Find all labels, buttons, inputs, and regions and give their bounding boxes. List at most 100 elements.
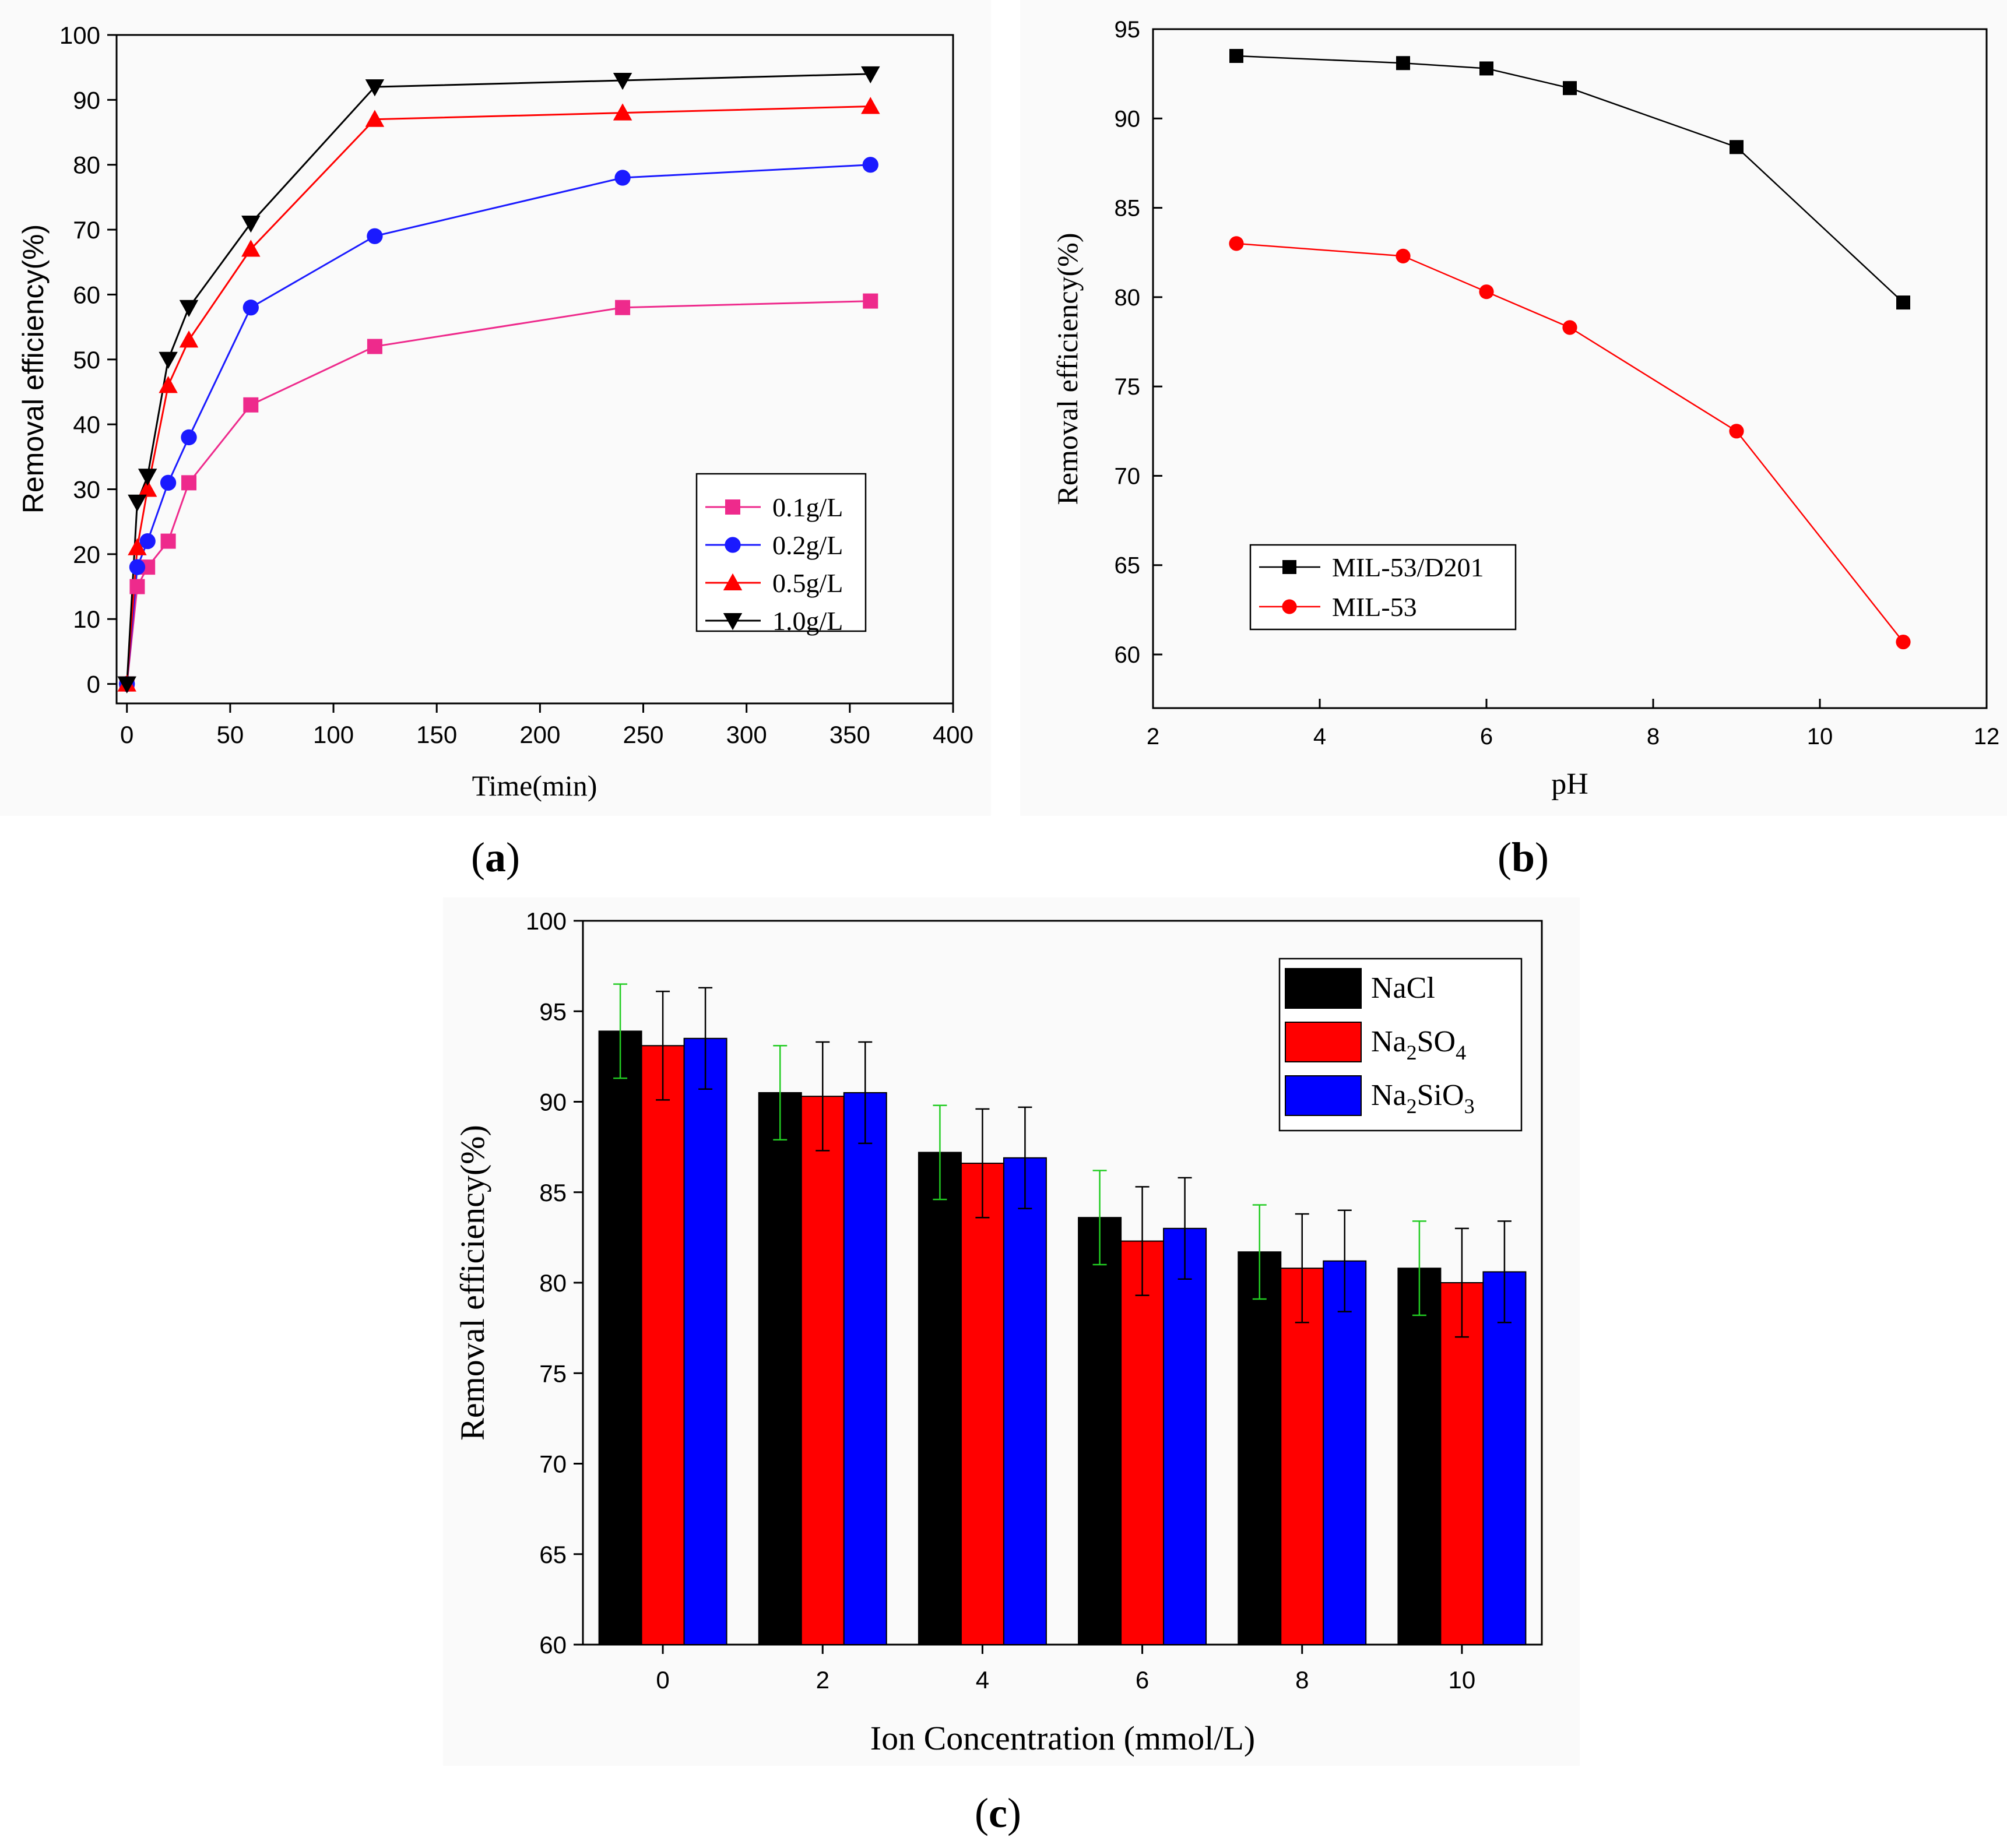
chart-a-ylabel: Removal efficiency(%) — [17, 224, 50, 513]
chart-c-bar-Na2SO4 — [1280, 1268, 1324, 1645]
chart-c-bar-NaCl — [598, 1030, 642, 1645]
chart-b-xlabel: pH — [1551, 768, 1588, 801]
chart-a-legend-marker — [723, 573, 743, 590]
chart-b-ytick-label: 75 — [1115, 374, 1141, 400]
chart-b-ytick-label: 80 — [1115, 285, 1141, 311]
chart-a-point-1.0g/L — [179, 300, 199, 317]
chart-b-point-MIL-53/D201 — [1479, 61, 1493, 76]
chart-a-point-0.5g/L — [159, 376, 178, 393]
chart-b-legend-label: MIL-53/D201 — [1332, 552, 1484, 582]
chart-a-point-0.1g/L — [863, 293, 878, 309]
chart-a-point-0.2g/L — [129, 559, 146, 575]
chart-b-xtick-label: 12 — [1974, 724, 2000, 749]
chart-a-xtick-label: 0 — [120, 721, 133, 748]
chart-c-legend-label: NaCl — [1371, 971, 1435, 1005]
chart-c-bar-NaCl — [918, 1152, 962, 1645]
chart-b-ticks: 2 4 6 8 10 12 60 65 70 75 80 85 90 95 — [1115, 17, 2000, 749]
chart-a-point-0.5g/L — [861, 97, 880, 114]
chart-c-legend-swatch — [1285, 968, 1362, 1009]
chart-a-ytick-label: 30 — [73, 476, 100, 504]
chart-a-ytick-label: 0 — [87, 671, 100, 698]
chart-a-xtick-label: 200 — [519, 721, 560, 748]
chart-c-xtick-label: 0 — [656, 1666, 669, 1694]
chart-c-ytick-label: 85 — [539, 1179, 567, 1206]
chart-c-bar-Na2SO4 — [641, 1045, 685, 1645]
chart-a-ytick-label: 90 — [73, 86, 100, 114]
chart-a-ticks: 0 50 100 150 200 250 300 350 400 0 10 20 30 40 50 60 70 8… — [59, 22, 973, 748]
chart-c-bar-Na2SiO3 — [1323, 1260, 1367, 1645]
chart-c-xtick-label: 6 — [1136, 1666, 1149, 1694]
chart-b-legend-marker — [1282, 560, 1296, 574]
chart-b-point-MIL-53/D201 — [1896, 295, 1910, 310]
chart-c-legend-label: Na2SO4 — [1371, 1025, 1466, 1064]
chart-b-point-MIL-53/D201 — [1229, 48, 1243, 63]
chart-c-ytick-label: 90 — [539, 1089, 567, 1116]
chart-c-bar-Na2SiO3 — [683, 1037, 727, 1645]
chart-b-legend-marker — [1282, 599, 1297, 614]
chart-a-point-1.0g/L — [117, 676, 136, 694]
chart-a-point-0.5g/L — [241, 240, 261, 257]
chart-b-frame — [1152, 28, 1988, 709]
chart-a-xtick-label: 300 — [726, 721, 767, 748]
chart-a-point-0.1g/L — [160, 533, 176, 549]
chart-a-point-1.0g/L — [138, 469, 157, 486]
chart-b-xtick-label: 10 — [1807, 724, 1833, 749]
chart-c-bars — [598, 1030, 1527, 1646]
chart-a-ytick-label: 100 — [59, 22, 100, 49]
chart-a-point-0.5g/L — [613, 103, 632, 121]
chart-a-point-0.1g/L — [367, 339, 382, 354]
chart-b-point-MIL-53/D201 — [1396, 56, 1410, 71]
chart-a-legend-label: 0.5g/L — [772, 568, 843, 598]
chart-a-point-0.2g/L — [160, 474, 177, 491]
chart-b-lines — [1236, 55, 1904, 643]
chart-a-point-1.0g/L — [128, 494, 147, 512]
chart-b-ytick-label: 60 — [1115, 642, 1141, 668]
chart-c-ytick-label: 100 — [526, 907, 567, 935]
chart-b-point-MIL-53 — [1729, 424, 1744, 439]
chart-c-ytick-label: 95 — [539, 998, 567, 1025]
chart-b-xtick-label: 8 — [1647, 724, 1660, 749]
chart-b-line-MIL-53/D201 — [1236, 55, 1904, 303]
chart-a-point-0.1g/L — [181, 475, 197, 491]
chart-a-legend-box — [695, 473, 867, 632]
chart-b-point-MIL-53/D201 — [1563, 81, 1577, 96]
chart-c-bar-Na2SiO3 — [1003, 1157, 1047, 1645]
chart-a-ytick-label: 50 — [73, 346, 100, 374]
chart-a-xtick-label: 150 — [416, 721, 457, 748]
chart-a-ytick-label: 20 — [73, 541, 100, 568]
chart-a: 0 50 100 150 200 250 300 350 400 0 10 20 30 40 50 60 70 8… — [0, 0, 991, 881]
chart-a-legend-label: 0.2g/L — [772, 530, 843, 560]
chart-a-point-1.0g/L — [159, 351, 178, 369]
chart-a-point-0.2g/L — [181, 429, 197, 446]
chart-c-bar-NaCl — [1078, 1217, 1122, 1645]
chart-a-xtick-label: 350 — [829, 721, 870, 748]
chart-a-ytick-label: 60 — [73, 281, 100, 308]
chart-c-bar-Na2SO4 — [1440, 1282, 1484, 1645]
chart-b-point-MIL-53 — [1396, 248, 1411, 263]
chart-c-xtick-label: 8 — [1295, 1666, 1309, 1694]
chart-c-bar-Na2SO4 — [960, 1163, 1004, 1645]
chart-c-ytick-label: 75 — [539, 1360, 567, 1387]
chart-a-legend-marker — [725, 537, 741, 553]
chart-a-xtick-label: 250 — [623, 721, 663, 748]
chart-a-point-0.1g/L — [243, 397, 259, 413]
chart-c-bar-NaCl — [1238, 1251, 1282, 1646]
chart-c-xtick-label: 2 — [816, 1666, 829, 1694]
chart-b-xtick-label: 6 — [1480, 724, 1493, 749]
caption-b: (b) — [1498, 834, 1549, 881]
chart-c-ylabel: Removal efficiency(%) — [454, 1125, 491, 1441]
chart-a-point-0.5g/L — [179, 330, 199, 348]
chart-b-point-MIL-53 — [1896, 634, 1911, 650]
chart-c-xlabel: Ion Concentration (mmol/L) — [870, 1719, 1255, 1757]
chart-c-legend-swatch — [1285, 1022, 1362, 1062]
chart-b-point-MIL-53 — [1479, 284, 1494, 300]
chart-c-bar-Na2SO4 — [800, 1096, 845, 1646]
chart-a-point-0.2g/L — [614, 170, 631, 186]
chart-b-legend-box — [1249, 544, 1517, 631]
chart-a-xtick-label: 50 — [217, 721, 244, 748]
chart-b-point-MIL-53/D201 — [1730, 140, 1744, 154]
chart-b-ytick-label: 70 — [1115, 463, 1141, 489]
chart-c-ytick-label: 60 — [539, 1631, 567, 1659]
chart-b-point-MIL-53 — [1229, 236, 1244, 251]
